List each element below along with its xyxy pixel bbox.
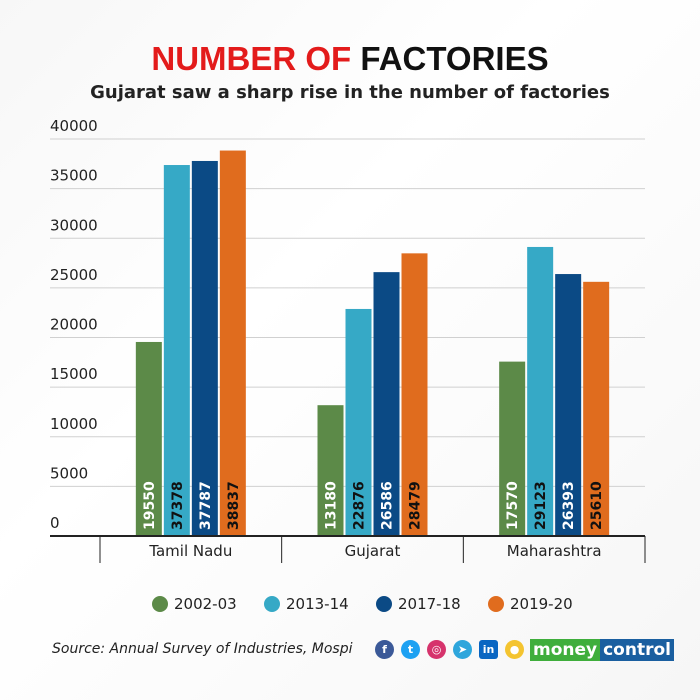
bar-2017-18	[373, 272, 400, 536]
legend-label: 2017-18	[398, 595, 461, 613]
bar-2019-20	[401, 253, 428, 536]
bar-value-label: 26393	[561, 481, 577, 530]
bar-value-label: 19550	[142, 481, 158, 530]
social-icons: f t ◎ ➤ in ●	[375, 640, 524, 659]
bar-2019-20	[219, 150, 246, 536]
x-tick-label: Tamil Nadu	[148, 542, 232, 560]
legend-label: 2013-14	[286, 595, 349, 613]
logo-part1: money	[530, 639, 601, 661]
y-tick-label: 5000	[50, 464, 88, 482]
y-tick-label: 10000	[50, 415, 98, 433]
linkedin-icon[interactable]: in	[479, 640, 498, 659]
x-tick-label: Gujarat	[345, 542, 401, 560]
bar-value-label: 38837	[226, 481, 242, 530]
legend-label: 2019-20	[510, 595, 573, 613]
legend-marker	[376, 596, 392, 612]
bar-2002-03	[135, 341, 162, 536]
y-tick-label: 40000	[50, 117, 98, 135]
bar-value-label: 26586	[380, 481, 396, 530]
bar-2002-03	[317, 405, 344, 536]
x-tick-label: Maharashtra	[507, 542, 602, 560]
koo-icon[interactable]: ●	[505, 640, 524, 659]
bar-value-label: 37787	[198, 481, 214, 530]
telegram-icon[interactable]: ➤	[453, 640, 472, 659]
bar-value-label: 28479	[408, 481, 424, 530]
source-note: Source: Annual Survey of Industries, Mos…	[52, 641, 353, 657]
title-black: FACTORIES	[360, 40, 549, 77]
bar-value-label: 13180	[324, 481, 340, 530]
title-red: NUMBER OF	[151, 40, 352, 77]
moneycontrol-logo: money control	[530, 639, 674, 661]
legend-marker	[264, 596, 280, 612]
bar-2013-14	[345, 308, 372, 536]
bar-value-label: 37378	[170, 481, 186, 530]
bar-2002-03	[499, 361, 526, 536]
instagram-icon[interactable]: ◎	[427, 640, 446, 659]
legend-label: 2002-03	[174, 595, 237, 613]
bar-value-label: 22876	[352, 481, 368, 530]
bar-2017-18	[555, 274, 582, 536]
legend-marker	[488, 596, 504, 612]
y-tick-label: 25000	[50, 266, 98, 284]
bar-2017-18	[191, 160, 218, 536]
bar-2019-20	[583, 281, 610, 536]
chart-subtitle: Gujarat saw a sharp rise in the number o…	[90, 82, 610, 103]
y-tick-label: 0	[50, 514, 60, 532]
bar-2013-14	[163, 165, 190, 536]
y-tick-label: 20000	[50, 316, 98, 334]
twitter-icon[interactable]: t	[401, 640, 420, 659]
facebook-icon[interactable]: f	[375, 640, 394, 659]
chart-title: NUMBER OF FACTORIES	[0, 40, 700, 78]
bar-value-label: 29123	[533, 481, 549, 530]
bar-value-label: 17570	[505, 481, 521, 530]
bar-value-label: 25610	[589, 481, 605, 530]
y-tick-label: 35000	[50, 167, 98, 185]
y-tick-label: 30000	[50, 216, 98, 234]
bar-2013-14	[527, 246, 554, 536]
logo-part2: control	[600, 639, 674, 661]
y-tick-label: 15000	[50, 365, 98, 383]
legend-marker	[152, 596, 168, 612]
